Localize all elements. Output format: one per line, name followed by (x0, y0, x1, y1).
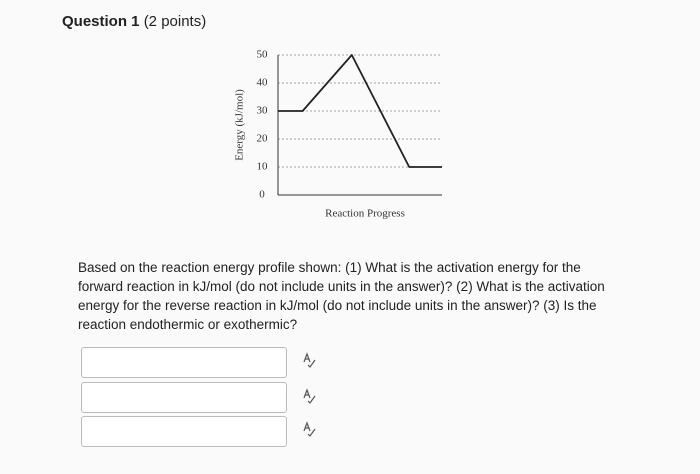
y-tick-label: 10 (257, 161, 269, 173)
spellcheck-icon[interactable] (301, 352, 317, 368)
energy-curve (278, 54, 442, 168)
y-tick-label: 50 (257, 49, 269, 61)
question-header: Question 1 (2 points) (62, 13, 206, 30)
question-points: (2 points) (143, 13, 207, 30)
answer-input[interactable] (81, 382, 287, 413)
answer-input[interactable] (81, 347, 287, 378)
x-axis-label: Reaction Progress (325, 208, 405, 220)
y-tick-label: 20 (257, 133, 269, 145)
spellcheck-icon[interactable] (301, 388, 317, 404)
question-title: Question 1 (62, 13, 140, 30)
y-tick-label: 30 (257, 105, 269, 117)
y-axis-label: Energy (kJ/mol) (234, 89, 246, 161)
y-tick-label: 0 (259, 189, 265, 201)
y-tick-label: 40 (257, 77, 269, 89)
answer-input[interactable] (81, 416, 287, 447)
spellcheck-icon[interactable] (301, 421, 317, 437)
chart: Energy (kJ/mol) Reaction Progress 0 10 20 3… (234, 49, 442, 220)
question-prompt: Based on the reaction energy profile sho… (78, 260, 605, 332)
